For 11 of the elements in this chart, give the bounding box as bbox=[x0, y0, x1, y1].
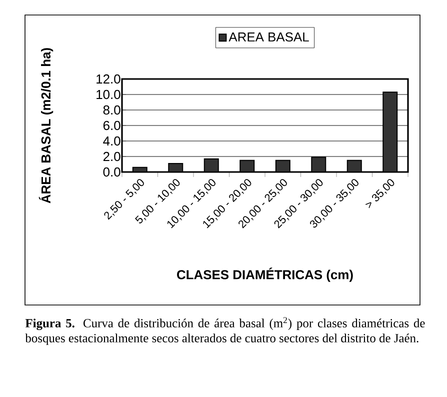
y-tick-label: 12.0 bbox=[96, 74, 120, 84]
legend-label: AREA BASAL bbox=[228, 32, 309, 42]
x-axis-title: CLASES DIAMÉTRICAS (cm) bbox=[177, 268, 353, 282]
text: Figura 5. Curva de distribución de área basal (m$^{2}$) por clases diamétricas de bosques estacionalmente secos alterados de cuatro sectores del distrito de Jaén. bbox=[25, 317, 425, 345]
y-tick-label: 4.0 bbox=[103, 136, 120, 146]
y-axis-title: ÁREA BASAL (m2/0.1 ha) bbox=[38, 48, 54, 204]
y-tick-label: 10.0 bbox=[96, 90, 120, 100]
y-tick-label: 0.0 bbox=[103, 167, 120, 177]
y-tick-label: 2.0 bbox=[103, 152, 120, 162]
y-tick-label: 8.0 bbox=[103, 105, 120, 115]
y-tick-label: 6.0 bbox=[103, 120, 120, 130]
